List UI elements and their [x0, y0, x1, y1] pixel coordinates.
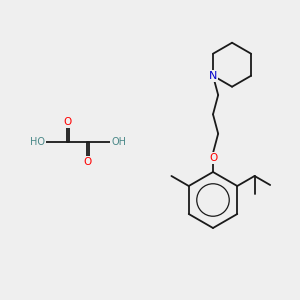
Text: OH: OH	[111, 137, 126, 147]
Text: HO: HO	[30, 137, 45, 147]
Text: O: O	[209, 153, 217, 163]
Text: N: N	[209, 71, 217, 81]
Text: O: O	[84, 157, 92, 167]
Text: O: O	[64, 117, 72, 127]
Text: N: N	[209, 71, 217, 81]
